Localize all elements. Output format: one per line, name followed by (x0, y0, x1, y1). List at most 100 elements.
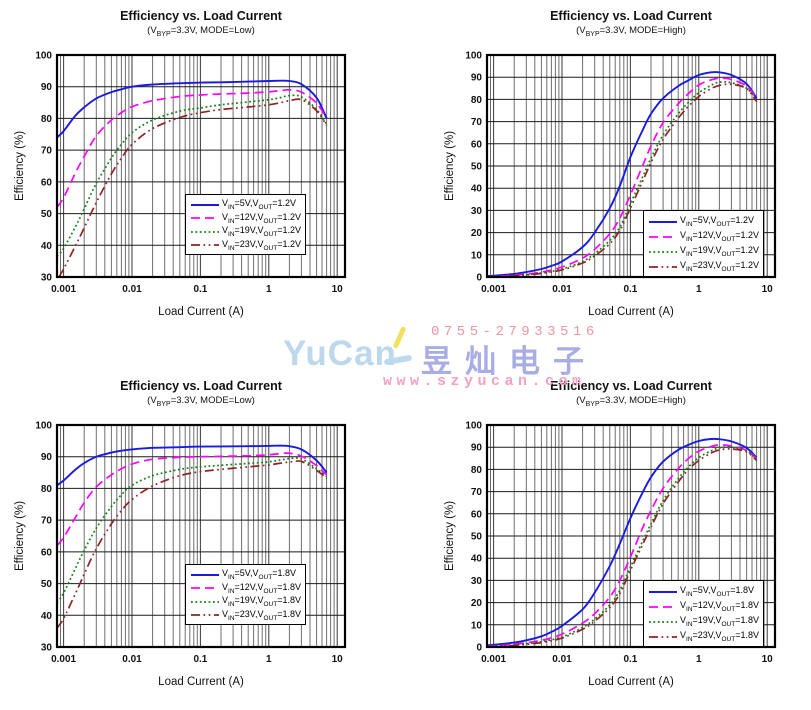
svg-text:1: 1 (696, 284, 702, 295)
legend-label: VIN=12V,VOUT=1.2V (222, 211, 301, 225)
svg-text:40: 40 (471, 184, 483, 195)
legend-line-sample (649, 635, 677, 638)
svg-text:30: 30 (41, 273, 53, 284)
svg-text:0.1: 0.1 (193, 284, 207, 295)
legend-line-sample (191, 203, 219, 206)
svg-text:80: 80 (471, 95, 483, 106)
svg-text:0.01: 0.01 (122, 284, 142, 295)
legend-item: VIN=5V,VOUT=1.2V (190, 198, 301, 212)
svg-text:90: 90 (471, 443, 483, 454)
legend-line-sample (191, 244, 219, 247)
legend-item: VIN=23V,VOUT=1.2V (190, 239, 301, 253)
plot-area: 0 10 20 30 40 50 60 70 80 90 100 0.001 0.01 0.1 1 10 (465, 51, 777, 295)
legend-line-sample (649, 590, 677, 593)
chart-subtitle: (VBYP=3.3V, MODE=High) (576, 25, 686, 38)
legend-item: VIN=12V,VOUT=1.2V (648, 229, 759, 244)
legend-item: VIN=12V,VOUT=1.8V (648, 599, 759, 614)
svg-text:20: 20 (471, 598, 483, 609)
watermark-url: www.szyucan.com (383, 373, 586, 390)
legend-line-sample (649, 235, 677, 238)
x-axis-label: Load Current (A) (588, 676, 674, 688)
plot-area: 30 40 50 60 70 80 90 100 0.001 0.01 0.1 1 10 (35, 51, 347, 295)
legend-line-sample (649, 250, 677, 253)
chart-subtitle: (VBYP=3.3V, MODE=Low) (147, 395, 255, 408)
svg-text:60: 60 (41, 177, 53, 188)
legend: VIN=5V,VOUT=1.2V VIN=12V,VOUT=1.2V VIN=19V… (185, 194, 306, 255)
svg-text:0.01: 0.01 (122, 654, 142, 665)
x-axis-label: Load Current (A) (588, 306, 674, 318)
legend-item: VIN=23V,VOUT=1.8V (190, 609, 301, 623)
plot-area: 30 40 50 60 70 80 90 100 0.001 0.01 0.1 1 10 (35, 421, 347, 665)
legend-label: VIN=5V,VOUT=1.8V (680, 585, 754, 598)
svg-text:20: 20 (471, 228, 483, 239)
legend-item: VIN=5V,VOUT=1.8V (648, 584, 759, 599)
svg-text:1: 1 (696, 654, 702, 665)
svg-text:50: 50 (41, 209, 53, 220)
svg-text:1: 1 (266, 654, 272, 665)
legend-label: VIN=23V,VOUT=1.8V (680, 630, 759, 643)
legend-line-sample (649, 605, 677, 608)
chart-title: Efficiency vs. Load Current (550, 9, 712, 23)
svg-text:0.01: 0.01 (552, 284, 572, 295)
svg-text:40: 40 (41, 241, 53, 252)
svg-text:0.001: 0.001 (481, 654, 506, 665)
legend-line-sample (649, 265, 677, 268)
legend-line-sample (191, 600, 219, 603)
legend-item: VIN=19V,VOUT=1.8V (648, 614, 759, 629)
svg-text:10: 10 (471, 250, 483, 261)
svg-text:30: 30 (471, 206, 483, 217)
svg-text:80: 80 (41, 114, 53, 125)
legend-line-sample (191, 573, 219, 576)
legend-item: VIN=12V,VOUT=1.8V (190, 582, 301, 596)
svg-text:60: 60 (471, 139, 483, 150)
chart-efficiency-mode-high-1v2: Efficiency vs. Load Current (VBYP=3.3V, … (430, 6, 810, 341)
svg-text:10: 10 (762, 654, 774, 665)
legend-label: VIN=5V,VOUT=1.2V (680, 215, 754, 228)
legend-label: VIN=19V,VOUT=1.8V (680, 615, 759, 628)
svg-text:70: 70 (41, 146, 53, 157)
svg-text:100: 100 (35, 51, 52, 62)
watermark: 0755-27933516 YuCan 昱灿电子 www.szyucan.com (283, 320, 628, 400)
svg-text:50: 50 (41, 579, 53, 590)
svg-text:50: 50 (471, 162, 483, 173)
legend-label: VIN=19V,VOUT=1.2V (222, 225, 301, 239)
legend-label: VIN=19V,VOUT=1.2V (680, 245, 759, 258)
svg-text:0.1: 0.1 (623, 284, 637, 295)
svg-text:10: 10 (332, 284, 344, 295)
chart-efficiency-mode-low-1v2: Efficiency vs. Load Current (VBYP=3.3V, … (0, 6, 380, 341)
legend: VIN=5V,VOUT=1.8V VIN=12V,VOUT=1.8V VIN=19V… (643, 580, 764, 647)
x-axis-label: Load Current (A) (158, 676, 244, 688)
svg-text:70: 70 (41, 516, 53, 527)
chart-efficiency-mode-high-1v8: Efficiency vs. Load Current (VBYP=3.3V, … (430, 376, 810, 710)
svg-text:1: 1 (266, 284, 272, 295)
svg-text:40: 40 (471, 554, 483, 565)
legend-item: VIN=19V,VOUT=1.8V (190, 595, 301, 609)
legend-label: VIN=5V,VOUT=1.8V (222, 568, 296, 582)
chart-title: Efficiency vs. Load Current (550, 379, 712, 393)
legend: VIN=5V,VOUT=1.8V VIN=12V,VOUT=1.8V VIN=19V… (185, 564, 306, 625)
svg-text:0.001: 0.001 (51, 284, 76, 295)
svg-text:30: 30 (471, 576, 483, 587)
svg-text:70: 70 (471, 487, 483, 498)
chart-title: Efficiency vs. Load Current (120, 9, 282, 23)
legend-label: VIN=23V,VOUT=1.2V (222, 238, 301, 252)
watermark-brand-text: YuCan (283, 334, 397, 373)
legend-item: VIN=23V,VOUT=1.8V (648, 629, 759, 644)
svg-text:0.001: 0.001 (51, 654, 76, 665)
svg-text:90: 90 (41, 82, 53, 93)
svg-text:100: 100 (35, 421, 52, 432)
svg-text:0.001: 0.001 (481, 284, 506, 295)
svg-text:60: 60 (471, 509, 483, 520)
svg-text:40: 40 (41, 611, 53, 622)
svg-text:10: 10 (471, 620, 483, 631)
svg-text:50: 50 (471, 532, 483, 543)
legend-label: VIN=12V,VOUT=1.2V (680, 230, 759, 243)
legend-item: VIN=5V,VOUT=1.2V (648, 214, 759, 229)
legend-item: VIN=19V,VOUT=1.2V (648, 244, 759, 259)
legend-line-sample (191, 217, 219, 220)
svg-text:70: 70 (471, 117, 483, 128)
legend-line-sample (649, 620, 677, 623)
svg-text:0: 0 (476, 273, 482, 284)
chart-subtitle: (VBYP=3.3V, MODE=Low) (147, 25, 255, 38)
